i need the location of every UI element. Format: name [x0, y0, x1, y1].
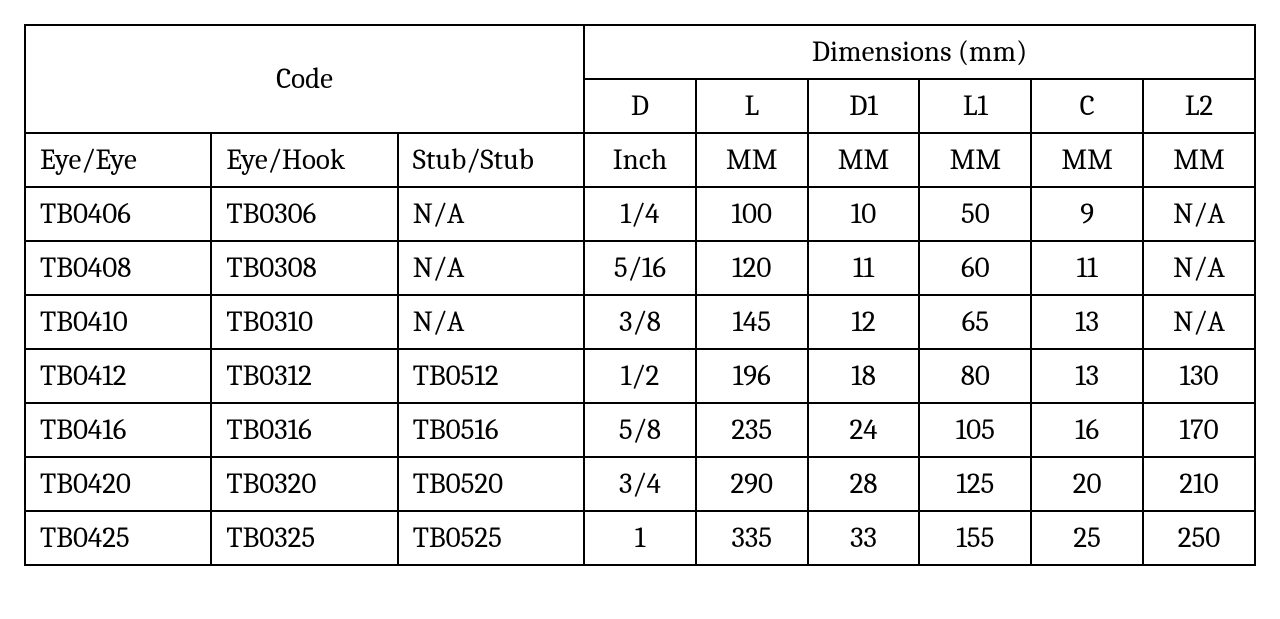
- unit-c: MM: [1031, 133, 1143, 187]
- code-cell: TB0425: [25, 511, 211, 565]
- code-cell: N/A: [398, 295, 584, 349]
- dim-cell: 16: [1031, 403, 1143, 457]
- dim-cell: 170: [1143, 403, 1255, 457]
- dim-cell: 235: [696, 403, 808, 457]
- unit-l2: MM: [1143, 133, 1255, 187]
- unit-l1: MM: [919, 133, 1031, 187]
- table-row: TB0416TB0316TB05165/82352410516170: [25, 403, 1255, 457]
- unit-d: Inch: [584, 133, 696, 187]
- code-group-header: Code: [25, 25, 584, 133]
- code-cell: TB0520: [398, 457, 584, 511]
- table-body: TB0406TB0306N/A1/410010509N/ATB0408TB030…: [25, 187, 1255, 565]
- dim-header-d: D: [584, 79, 696, 133]
- table-row: TB0425TB0325TB052513353315525250: [25, 511, 1255, 565]
- unit-row: Eye/Eye Eye/Hook Stub/Stub Inch MM MM MM…: [25, 133, 1255, 187]
- dim-cell: 18: [808, 349, 920, 403]
- code-cell: TB0516: [398, 403, 584, 457]
- code-header-stub-stub: Stub/Stub: [398, 133, 584, 187]
- dim-cell: 11: [808, 241, 920, 295]
- table-row: TB0410TB0310N/A3/8145126513N/A: [25, 295, 1255, 349]
- dim-cell: 60: [919, 241, 1031, 295]
- dim-cell: 125: [919, 457, 1031, 511]
- code-cell: TB0306: [211, 187, 397, 241]
- dim-cell: 3/4: [584, 457, 696, 511]
- dim-cell: 250: [1143, 511, 1255, 565]
- dim-cell: 11: [1031, 241, 1143, 295]
- dim-cell: 196: [696, 349, 808, 403]
- table-row: TB0420TB0320TB05203/42902812520210: [25, 457, 1255, 511]
- dim-header-l: L: [696, 79, 808, 133]
- dim-cell: 13: [1031, 349, 1143, 403]
- code-cell: TB0525: [398, 511, 584, 565]
- dim-cell: 3/8: [584, 295, 696, 349]
- dim-cell: N/A: [1143, 241, 1255, 295]
- dim-cell: 9: [1031, 187, 1143, 241]
- code-cell: N/A: [398, 241, 584, 295]
- dim-cell: 80: [919, 349, 1031, 403]
- dim-cell: 290: [696, 457, 808, 511]
- table-row: TB0412TB0312TB05121/2196188013130: [25, 349, 1255, 403]
- code-header-eye-hook: Eye/Hook: [211, 133, 397, 187]
- code-header-eye-eye: Eye/Eye: [25, 133, 211, 187]
- code-cell: TB0416: [25, 403, 211, 457]
- dim-header-d1: D1: [808, 79, 920, 133]
- table-row: TB0406TB0306N/A1/410010509N/A: [25, 187, 1255, 241]
- dim-cell: 25: [1031, 511, 1143, 565]
- dim-cell: 33: [808, 511, 920, 565]
- header-group-row: Code Dimensions (mm): [25, 25, 1255, 79]
- dim-cell: 1: [584, 511, 696, 565]
- code-cell: TB0512: [398, 349, 584, 403]
- dim-cell: 10: [808, 187, 920, 241]
- dim-header-c: C: [1031, 79, 1143, 133]
- code-cell: TB0320: [211, 457, 397, 511]
- dim-cell: 12: [808, 295, 920, 349]
- dim-cell: N/A: [1143, 295, 1255, 349]
- dim-cell: 5/8: [584, 403, 696, 457]
- code-cell: TB0316: [211, 403, 397, 457]
- unit-d1: MM: [808, 133, 920, 187]
- code-cell: TB0406: [25, 187, 211, 241]
- dim-header-l1: L1: [919, 79, 1031, 133]
- dim-cell: 335: [696, 511, 808, 565]
- dim-cell: 20: [1031, 457, 1143, 511]
- dim-cell: 105: [919, 403, 1031, 457]
- dim-cell: 155: [919, 511, 1031, 565]
- dimensions-table: Code Dimensions (mm) D L D1 L1 C L2 Eye/…: [24, 24, 1256, 566]
- code-cell: TB0410: [25, 295, 211, 349]
- dim-cell: 210: [1143, 457, 1255, 511]
- code-cell: TB0308: [211, 241, 397, 295]
- dim-cell: 145: [696, 295, 808, 349]
- table-row: TB0408TB0308N/A5/16120116011N/A: [25, 241, 1255, 295]
- code-cell: TB0312: [211, 349, 397, 403]
- dim-cell: 5/16: [584, 241, 696, 295]
- unit-l: MM: [696, 133, 808, 187]
- code-cell: TB0325: [211, 511, 397, 565]
- code-cell: N/A: [398, 187, 584, 241]
- dim-cell: 13: [1031, 295, 1143, 349]
- dim-cell: 50: [919, 187, 1031, 241]
- dim-cell: 130: [1143, 349, 1255, 403]
- dimensions-group-header: Dimensions (mm): [584, 25, 1255, 79]
- dim-cell: 24: [808, 403, 920, 457]
- code-cell: TB0412: [25, 349, 211, 403]
- code-cell: TB0310: [211, 295, 397, 349]
- code-cell: TB0408: [25, 241, 211, 295]
- dim-cell: 1/2: [584, 349, 696, 403]
- dim-cell: 100: [696, 187, 808, 241]
- dim-cell: 1/4: [584, 187, 696, 241]
- dim-cell: 65: [919, 295, 1031, 349]
- dim-cell: 28: [808, 457, 920, 511]
- dim-cell: N/A: [1143, 187, 1255, 241]
- dim-cell: 120: [696, 241, 808, 295]
- dim-header-l2: L2: [1143, 79, 1255, 133]
- code-cell: TB0420: [25, 457, 211, 511]
